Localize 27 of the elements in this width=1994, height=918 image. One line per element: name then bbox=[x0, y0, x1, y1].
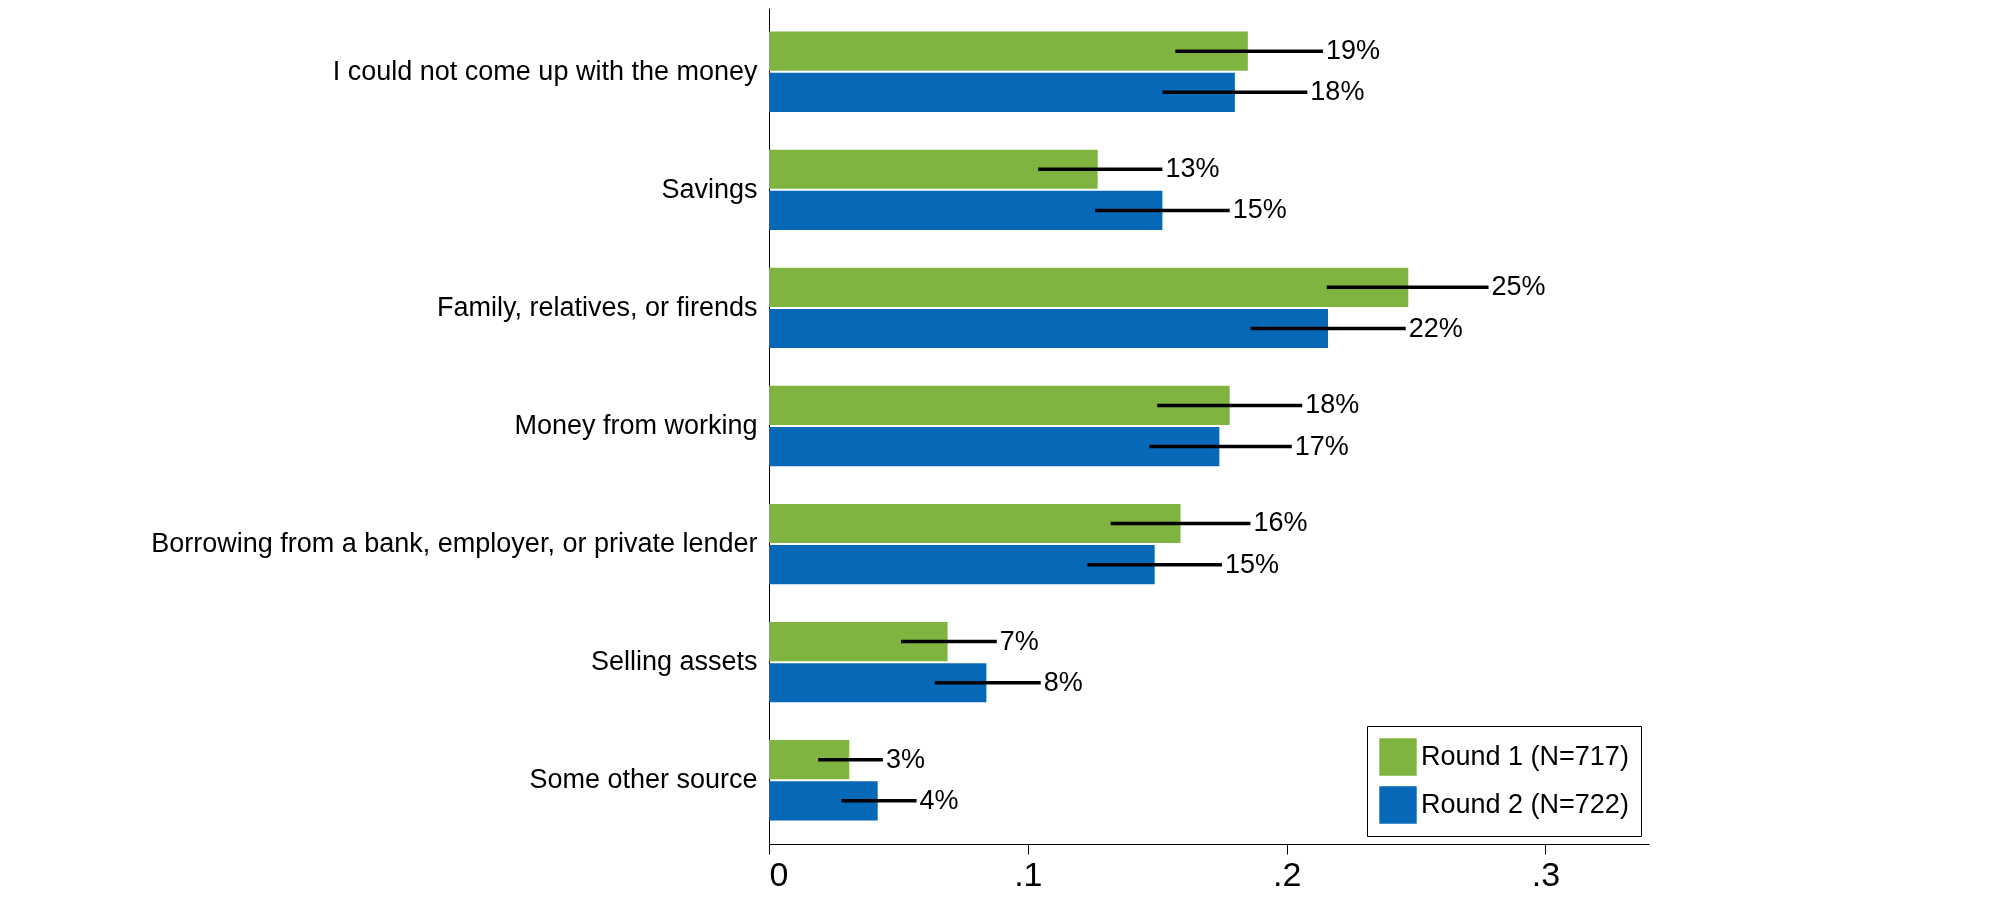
data-label: 25% bbox=[1491, 271, 1546, 302]
y-tick-label: Family, relatives, or firends bbox=[436, 291, 758, 322]
data-label: 19% bbox=[1325, 35, 1380, 66]
data-label: 4% bbox=[919, 784, 959, 815]
x-tick-label: 0 bbox=[769, 854, 789, 893]
legend-label: Round 2 (N=722) bbox=[1421, 789, 1629, 819]
data-label: 18% bbox=[1310, 76, 1365, 107]
x-tick-label: .2 bbox=[1272, 854, 1302, 893]
y-tick-label: Selling assets bbox=[590, 646, 758, 677]
x-tick-label: .3 bbox=[1531, 854, 1561, 893]
data-label: 22% bbox=[1408, 312, 1463, 343]
y-tick-label: Borrowing from a bank, employer, or private lender bbox=[151, 528, 758, 559]
y-tick-label: Money from working bbox=[514, 410, 758, 440]
y-tick-label: I could not come up with the money bbox=[332, 55, 758, 86]
data-label: 17% bbox=[1294, 430, 1349, 461]
data-label: 7% bbox=[999, 625, 1039, 656]
data-label: 15% bbox=[1232, 194, 1287, 225]
data-label: 16% bbox=[1253, 507, 1308, 538]
data-label: 15% bbox=[1224, 548, 1279, 579]
y-tick-label: Some other source bbox=[529, 764, 758, 795]
y-tick-label: Savings bbox=[661, 173, 758, 204]
data-label: 13% bbox=[1165, 153, 1220, 184]
data-label: 3% bbox=[885, 743, 925, 774]
data-label: 18% bbox=[1305, 389, 1360, 420]
x-tick-label: .1 bbox=[1014, 854, 1043, 893]
legend-label: Round 1 (N=717) bbox=[1421, 741, 1629, 771]
data-label: 8% bbox=[1043, 666, 1083, 697]
